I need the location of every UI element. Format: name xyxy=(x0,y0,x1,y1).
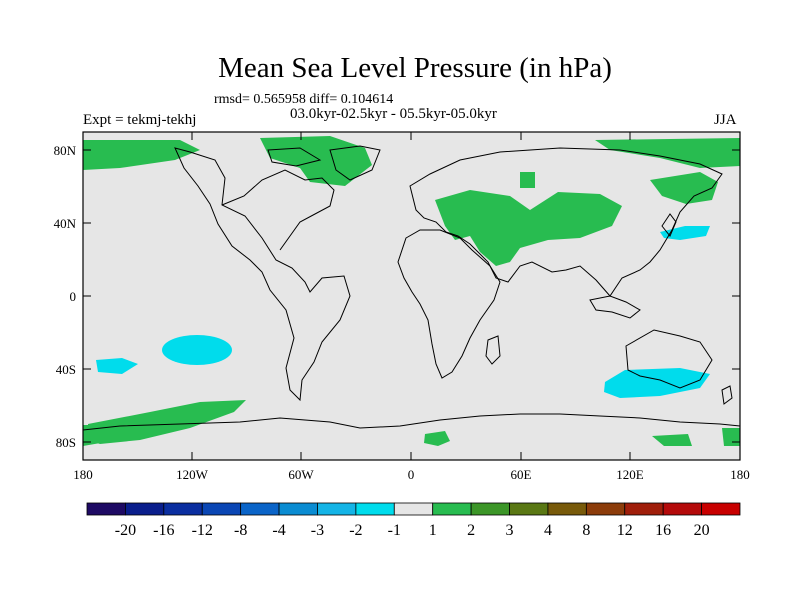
colorbar-label: -1 xyxy=(388,522,401,539)
new-zealand xyxy=(721,385,733,405)
lon-label: 60E xyxy=(511,467,532,482)
colorbar-labels: -20 -16 -12 -8 -4 -3 -2 -1 1 2 3 4 8 12 16 20 xyxy=(115,522,710,539)
lon-label: 120W xyxy=(176,467,209,482)
siberia-small-patch xyxy=(520,172,535,188)
colorbar-label: -4 xyxy=(272,522,285,539)
colorbar-label: -20 xyxy=(115,522,136,539)
southern-indian-low xyxy=(604,368,710,398)
colorbar: -20 -16 -12 -8 -4 -3 -2 -1 1 2 3 4 8 12 16 20 xyxy=(86,502,741,539)
coastlines xyxy=(82,145,741,431)
americas-west-coast xyxy=(174,147,351,402)
experiment-label: Expt = tekmj-tekhj xyxy=(83,112,197,128)
lat-labels: 80N 40N 0 40S 80S xyxy=(54,143,77,450)
lon-label: 180 xyxy=(73,467,93,482)
southeast-corner-patch xyxy=(722,428,740,446)
lat-label: 0 xyxy=(70,289,77,304)
eurasia-patch xyxy=(435,190,622,266)
season-label: JJA xyxy=(714,112,737,128)
madagascar xyxy=(485,335,501,365)
lon-label: 0 xyxy=(408,467,415,482)
south-pacific-low xyxy=(162,335,232,365)
antarctica-coast xyxy=(82,413,741,431)
colorbar-swatches xyxy=(86,502,741,516)
colorbar-swatch xyxy=(201,502,242,516)
lat-label: 40N xyxy=(54,216,77,231)
northeast-asia-patch xyxy=(650,172,718,204)
colorbar-swatch xyxy=(240,502,280,516)
lat-ticks xyxy=(83,149,740,443)
colorbar-swatch xyxy=(278,502,318,516)
africa xyxy=(397,229,501,379)
colorbar-swatch xyxy=(509,502,549,516)
colorbar-label: 20 xyxy=(694,522,710,539)
colorbar-label: -2 xyxy=(349,522,362,539)
colorbar-swatch xyxy=(432,502,472,516)
greenland xyxy=(329,145,381,181)
colorbar-label: 12 xyxy=(617,522,633,539)
map-title: Mean Sea Level Pressure (in hPa) xyxy=(218,52,612,84)
negative-anomaly-regions xyxy=(96,226,710,398)
positive-anomaly-regions xyxy=(83,136,740,446)
southern-pacific-patch xyxy=(88,400,246,444)
southwest-corner-patch xyxy=(83,425,118,446)
colorbar-label: 4 xyxy=(544,522,552,539)
colorbar-label: -16 xyxy=(153,522,174,539)
colorbar-swatch xyxy=(86,502,126,516)
colorbar-label: -3 xyxy=(311,522,324,539)
indonesia xyxy=(589,295,641,319)
south-pacific-west-low xyxy=(96,358,138,374)
colorbar-label: 8 xyxy=(582,522,590,539)
colorbar-swatch xyxy=(662,502,702,516)
north-america-east-coast xyxy=(221,169,335,251)
arctic-west-patch xyxy=(83,140,200,170)
colorbar-swatch xyxy=(585,502,626,516)
colorbar-label: 1 xyxy=(429,522,437,539)
period-line: 03.0kyr-02.5kyr - 05.5kyr-05.0kyr xyxy=(290,106,497,122)
lon-label: 180 xyxy=(730,467,750,482)
colorbar-label: -12 xyxy=(192,522,213,539)
arctic-east-patch xyxy=(595,138,740,168)
colorbar-label: 2 xyxy=(467,522,475,539)
lat-label: 80S xyxy=(56,435,76,450)
japan xyxy=(661,213,677,237)
colorbar-label: 16 xyxy=(655,522,671,539)
lon-label: 120E xyxy=(616,467,644,482)
colorbar-swatch xyxy=(125,502,165,516)
lat-label: 80N xyxy=(54,143,77,158)
colorbar-swatch xyxy=(355,502,395,516)
colorbar-swatch xyxy=(317,502,357,516)
colorbar-label: 3 xyxy=(506,522,514,539)
lat-label: 40S xyxy=(56,362,76,377)
colorbar-swatch xyxy=(547,502,587,516)
antarctic-east-patch xyxy=(652,434,692,446)
colorbar-label: -8 xyxy=(234,522,247,539)
lon-ticks xyxy=(191,132,631,460)
stats-line: rmsd= 0.565958 diff= 0.104614 xyxy=(214,92,394,107)
colorbar-swatch xyxy=(470,502,510,516)
map-panel: 80N 40N 0 40S 80S 180 120W 60W 0 60E 120… xyxy=(54,131,750,482)
antarctic-small-patch xyxy=(424,431,450,446)
colorbar-swatch xyxy=(393,502,434,516)
eurasia xyxy=(409,147,723,297)
australia xyxy=(625,329,713,389)
lon-labels: 180 120W 60W 0 60E 120E 180 xyxy=(73,467,750,482)
lon-label: 60W xyxy=(288,467,314,482)
colorbar-swatch xyxy=(163,502,203,516)
colorbar-swatch xyxy=(624,502,664,516)
colorbar-swatch xyxy=(701,502,741,516)
arctic-islands xyxy=(267,147,322,167)
